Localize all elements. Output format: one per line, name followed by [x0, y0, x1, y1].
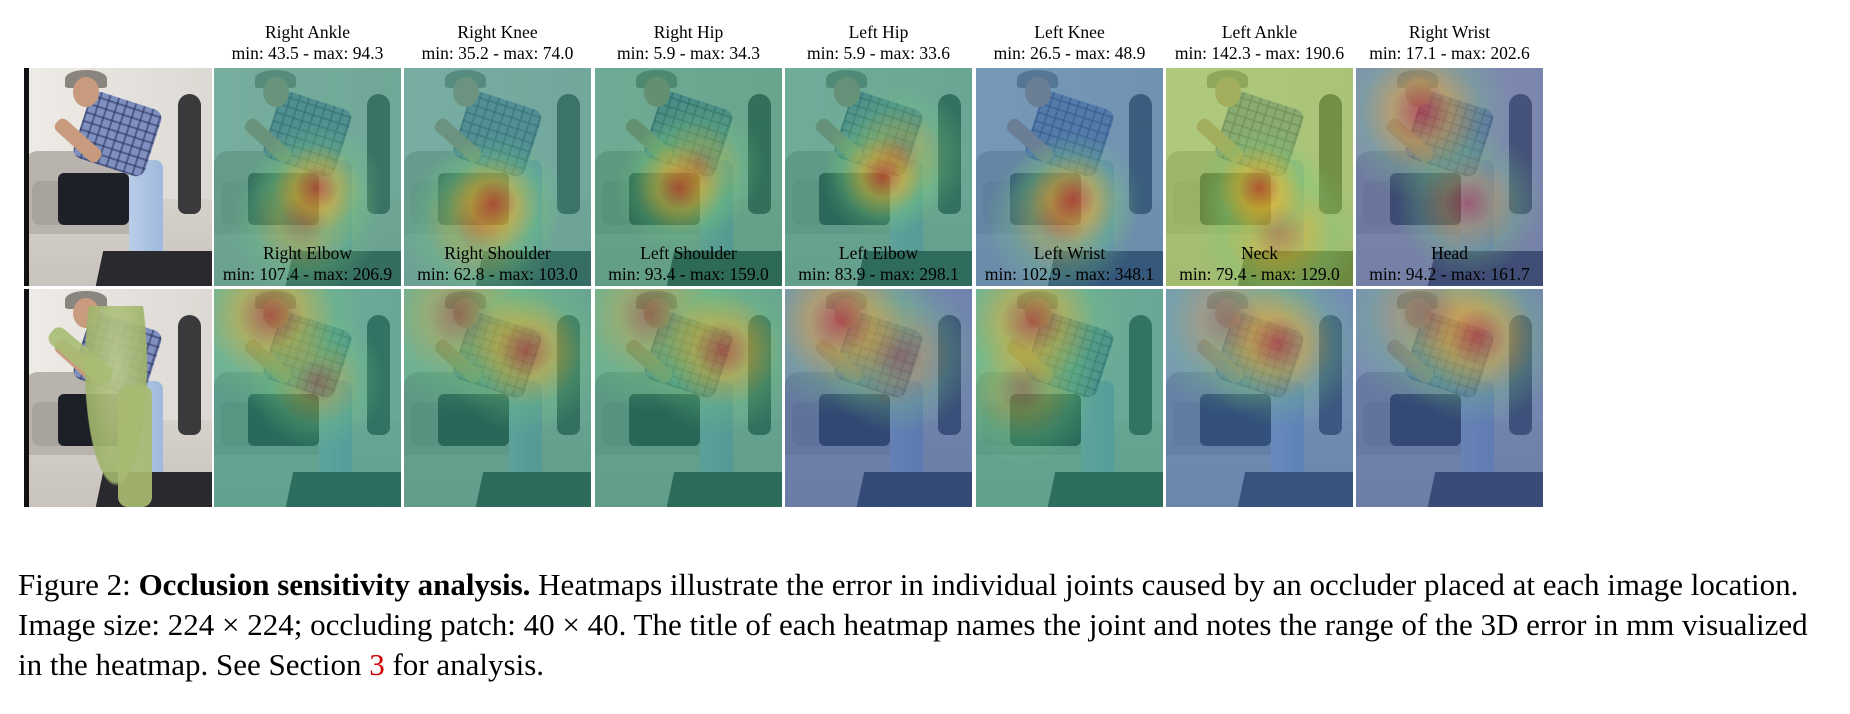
panel-title: Right Wrist min: 17.1 - max: 202.6 — [1356, 22, 1543, 66]
joint-name: Head — [1431, 243, 1468, 263]
heatmap-overlay — [214, 68, 401, 286]
panel-title: Head min: 94.2 - max: 161.7 — [1356, 243, 1543, 287]
heatmap-overlay — [976, 289, 1163, 507]
heatmap-image — [1166, 289, 1353, 507]
error-range: min: 107.4 - max: 206.9 — [222, 264, 393, 284]
heatmap-overlay — [1356, 68, 1543, 286]
joint-name: Right Ankle — [264, 22, 351, 42]
heatmap-image — [1356, 68, 1543, 286]
heatmap-image — [1166, 68, 1353, 286]
heatmap-image — [404, 289, 591, 507]
joint-name: Left Shoulder — [640, 243, 737, 263]
joint-name: Right Wrist — [1408, 22, 1491, 42]
heatmap-panel: Left Wrist min: 102.9 - max: 348.1 — [976, 243, 1163, 507]
panel-title: Left Elbow min: 83.9 - max: 298.1 — [785, 243, 972, 287]
body-mesh-leg — [118, 384, 152, 507]
joint-name: Left Elbow — [838, 243, 919, 263]
caption-bold-title: Occlusion sensitivity analysis. — [138, 567, 531, 602]
heatmap-image — [595, 68, 782, 286]
figure-caption: Figure 2: Occlusion sensitivity analysis… — [18, 565, 1833, 685]
heatmap-panel: Left Knee min: 26.5 - max: 48.9 — [976, 22, 1163, 286]
heatmap-overlay — [595, 68, 782, 286]
error-range: min: 62.8 - max: 103.0 — [417, 264, 578, 284]
photo-image — [24, 68, 212, 286]
error-range: min: 142.3 - max: 190.6 — [1174, 43, 1345, 63]
error-range: min: 5.9 - max: 34.3 — [617, 43, 760, 63]
heatmap-panel: Neck min: 79.4 - max: 129.0 — [1166, 243, 1353, 507]
error-range: min: 43.5 - max: 94.3 — [231, 43, 384, 63]
heatmap-image — [1356, 289, 1543, 507]
error-range: min: 79.4 - max: 129.0 — [1179, 264, 1340, 284]
joint-name: Left Knee — [1034, 22, 1105, 42]
joint-name: Left Wrist — [1033, 243, 1106, 263]
heatmap-image — [785, 289, 972, 507]
heatmap-panel: Right Wrist min: 17.1 - max: 202.6 — [1356, 22, 1543, 286]
panel-title: Left Hip min: 5.9 - max: 33.6 — [785, 22, 972, 66]
mesh-fit-panel — [24, 243, 212, 507]
heatmap-image — [976, 289, 1163, 507]
panel-title: Right Knee min: 35.2 - max: 74.0 — [404, 22, 591, 66]
heatmap-panel: Right Knee min: 35.2 - max: 74.0 — [404, 22, 591, 286]
heatmap-panel: Left Shoulder min: 93.4 - max: 159.0 — [595, 243, 782, 507]
heatmap-overlay — [1356, 289, 1543, 507]
caption-body: Heatmaps illustrate the error in individ… — [18, 567, 1808, 682]
heatmap-image — [214, 289, 401, 507]
heatmap-overlay — [1166, 289, 1353, 507]
heatmap-overlay — [214, 289, 401, 507]
panel-title: Left Wrist min: 102.9 - max: 348.1 — [976, 243, 1163, 287]
heatmap-overlay — [785, 68, 972, 286]
joint-name: Right Shoulder — [444, 243, 551, 263]
error-range: min: 17.1 - max: 202.6 — [1369, 43, 1530, 63]
error-range: min: 94.2 - max: 161.7 — [1369, 264, 1530, 284]
joint-name: Left Ankle — [1221, 22, 1298, 42]
joint-name: Right Knee — [457, 22, 538, 42]
heatmap-panel: Right Shoulder min: 62.8 - max: 103.0 — [404, 243, 591, 507]
heatmap-overlay — [404, 289, 591, 507]
error-range: min: 102.9 - max: 348.1 — [984, 264, 1155, 284]
heatmap-image — [404, 68, 591, 286]
panel-title: Right Hip min: 5.9 - max: 34.3 — [595, 22, 782, 66]
input-image-panel — [24, 22, 212, 286]
caption-section-ref[interactable]: 3 — [369, 647, 385, 682]
heatmap-image — [214, 68, 401, 286]
heatmap-panel: Head min: 94.2 - max: 161.7 — [1356, 243, 1543, 507]
heatmap-panel: Left Ankle min: 142.3 - max: 190.6 — [1166, 22, 1353, 286]
heatmap-panel: Right Hip min: 5.9 - max: 34.3 — [595, 22, 782, 286]
panel-title: Left Ankle min: 142.3 - max: 190.6 — [1166, 22, 1353, 66]
heatmap-panel: Left Hip min: 5.9 - max: 33.6 — [785, 22, 972, 286]
panel-title: Right Ankle min: 43.5 - max: 94.3 — [214, 22, 401, 66]
joint-name: Right Hip — [653, 22, 724, 42]
error-range: min: 83.9 - max: 298.1 — [798, 264, 959, 284]
panel-title: Left Knee min: 26.5 - max: 48.9 — [976, 22, 1163, 66]
error-range: min: 93.4 - max: 159.0 — [608, 264, 769, 284]
heatmap-panel: Right Elbow min: 107.4 - max: 206.9 — [214, 243, 401, 507]
figure-row-2: Right Elbow min: 107.4 - max: 206.9 Right … — [24, 243, 1828, 507]
heatmap-overlay — [404, 68, 591, 286]
panel-title — [24, 243, 212, 287]
panel-title: Left Shoulder min: 93.4 - max: 159.0 — [595, 243, 782, 287]
heatmap-image — [785, 68, 972, 286]
photo-image — [24, 289, 212, 507]
heatmap-panel: Left Elbow min: 83.9 - max: 298.1 — [785, 243, 972, 507]
joint-name: Neck — [1241, 243, 1278, 263]
heatmap-image — [595, 289, 782, 507]
heatmap-overlay — [1166, 68, 1353, 286]
joint-name: Left Hip — [848, 22, 909, 42]
heatmap-overlay — [976, 68, 1163, 286]
error-range: min: 35.2 - max: 74.0 — [421, 43, 574, 63]
error-range: min: 5.9 - max: 33.6 — [807, 43, 950, 63]
panel-title: Neck min: 79.4 - max: 129.0 — [1166, 243, 1353, 287]
heatmap-panel: Right Ankle min: 43.5 - max: 94.3 — [214, 22, 401, 286]
heatmap-image — [976, 68, 1163, 286]
heatmap-overlay — [785, 289, 972, 507]
heatmap-overlay — [595, 289, 782, 507]
panel-title: Right Shoulder min: 62.8 - max: 103.0 — [404, 243, 591, 287]
error-range: min: 26.5 - max: 48.9 — [993, 43, 1146, 63]
joint-name: Right Elbow — [263, 243, 352, 263]
caption-label: Figure 2: — [18, 567, 131, 602]
panel-title — [24, 22, 212, 66]
figure-row-1: Right Ankle min: 43.5 - max: 94.3 Right Kn… — [24, 22, 1828, 286]
panel-title: Right Elbow min: 107.4 - max: 206.9 — [214, 243, 401, 287]
caption-tail: for analysis. — [392, 647, 545, 682]
